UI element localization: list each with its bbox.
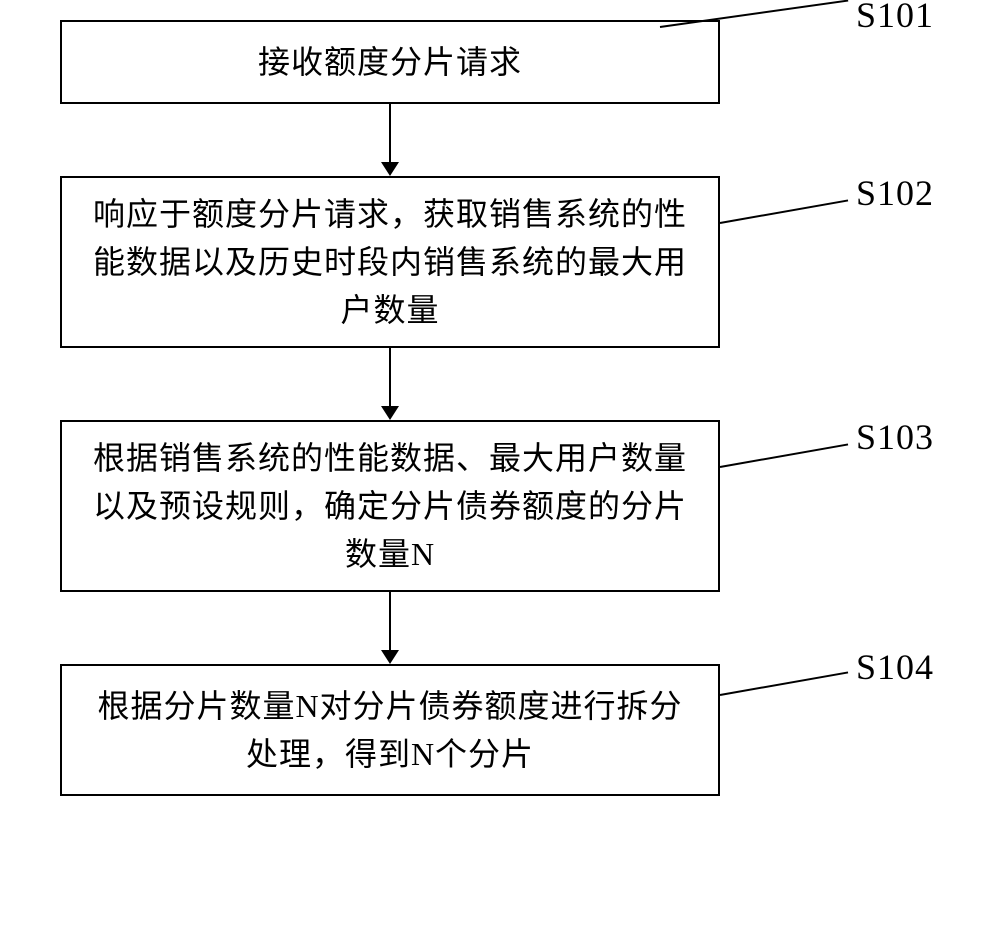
step-label: S101 <box>856 0 934 36</box>
connector-wrap <box>60 104 720 176</box>
step-text: 根据销售系统的性能数据、最大用户数量以及预设规则，确定分片债券额度的分片数量N <box>90 434 690 578</box>
step-box-S102: 响应于额度分片请求，获取销售系统的性能数据以及历史时段内销售系统的最大用户数量 <box>60 176 720 348</box>
step-label: S103 <box>856 416 934 458</box>
connector <box>381 348 399 420</box>
connector-wrap <box>60 592 720 664</box>
step-text: 响应于额度分片请求，获取销售系统的性能数据以及历史时段内销售系统的最大用户数量 <box>90 190 690 334</box>
connector-line <box>389 592 391 650</box>
flowchart-container: 接收额度分片请求S101 响应于额度分片请求，获取销售系统的性能数据以及历史时段内… <box>60 20 940 796</box>
leader-line <box>720 199 848 224</box>
step-text: 接收额度分片请求 <box>258 38 522 86</box>
step-box-S104: 根据分片数量N对分片债券额度进行拆分处理，得到N个分片 <box>60 664 720 796</box>
leader-line <box>720 671 848 696</box>
step-row-S104: 根据分片数量N对分片债券额度进行拆分处理，得到N个分片S104 <box>60 664 940 796</box>
connector-wrap <box>60 348 720 420</box>
connector <box>381 104 399 176</box>
step-row-S102: 响应于额度分片请求，获取销售系统的性能数据以及历史时段内销售系统的最大用户数量S… <box>60 176 940 348</box>
leader-line <box>720 443 848 468</box>
step-label: S104 <box>856 646 934 688</box>
connector-line <box>389 348 391 406</box>
arrow-down-icon <box>381 406 399 420</box>
step-box-S101: 接收额度分片请求 <box>60 20 720 104</box>
connector-line <box>389 104 391 162</box>
step-row-S103: 根据销售系统的性能数据、最大用户数量以及预设规则，确定分片债券额度的分片数量NS… <box>60 420 940 592</box>
step-row-S101: 接收额度分片请求S101 <box>60 20 940 104</box>
arrow-down-icon <box>381 162 399 176</box>
leader-line <box>660 0 848 28</box>
step-box-S103: 根据销售系统的性能数据、最大用户数量以及预设规则，确定分片债券额度的分片数量N <box>60 420 720 592</box>
step-label: S102 <box>856 172 934 214</box>
connector <box>381 592 399 664</box>
arrow-down-icon <box>381 650 399 664</box>
step-text: 根据分片数量N对分片债券额度进行拆分处理，得到N个分片 <box>90 682 690 778</box>
